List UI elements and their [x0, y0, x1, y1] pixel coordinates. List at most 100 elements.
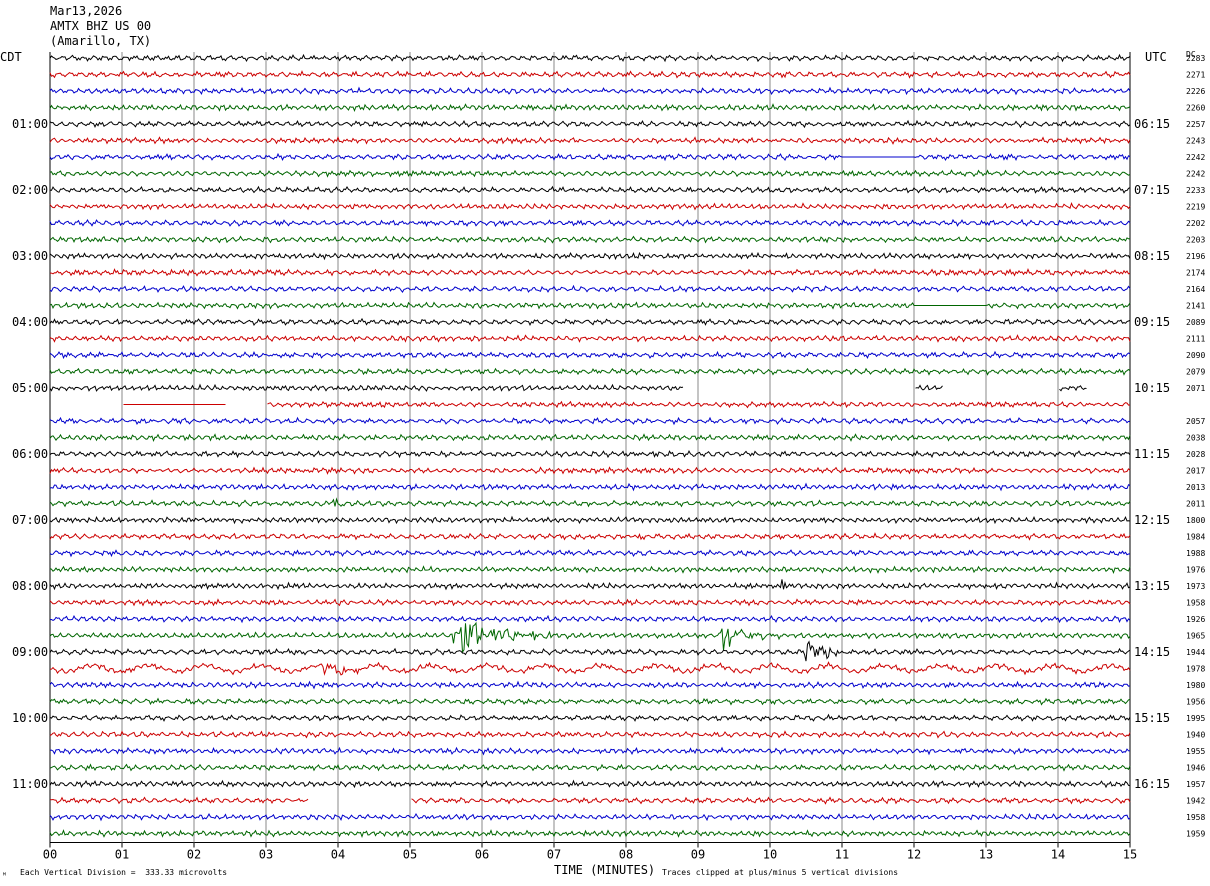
trace-line [49, 680, 1131, 690]
dc-offset-label: 2089 [1186, 318, 1205, 327]
dc-offset-label: 2257 [1186, 120, 1205, 129]
station-location: (Amarillo, TX) [50, 34, 152, 48]
trace-line [49, 713, 1131, 722]
trace-line [49, 185, 1131, 194]
trace-line [49, 383, 1087, 392]
dc-offset-label: 1942 [1186, 797, 1205, 806]
utc-hour-label: 07:15 [1134, 183, 1170, 197]
cdt-hour-label: 06:00 [12, 447, 48, 461]
clip-note: Traces clipped at plus/minus 5 vertical … [662, 868, 899, 877]
utc-hour-label: 13:15 [1134, 579, 1170, 593]
trace-line [49, 284, 1131, 293]
trace-line [49, 466, 1131, 475]
station-code: AMTX BHZ US 00 [50, 19, 152, 33]
dc-offset-label: 2203 [1186, 236, 1205, 245]
dc-offset-label: 1995 [1186, 714, 1205, 723]
trace-line [49, 621, 1131, 654]
trace-line [49, 152, 1131, 162]
dc-offset-label: 1980 [1186, 681, 1205, 690]
x-tick-label: 00 [43, 848, 57, 862]
trace-line [49, 119, 1131, 129]
dc-offset-label: 2028 [1186, 450, 1205, 459]
trace-line [49, 301, 1131, 310]
scale-note: Each Vertical Division = 333.33 microvol… [20, 868, 228, 877]
dc-offset-label: 1957 [1186, 780, 1205, 789]
x-tick-label: 12 [907, 848, 921, 862]
utc-hour-label: 08:15 [1134, 249, 1170, 263]
dc-offset-label: 2013 [1186, 483, 1205, 492]
dc-offset-label: 2090 [1186, 351, 1205, 360]
trace-line [49, 433, 1131, 442]
trace-line [49, 70, 1131, 79]
trace-line [49, 515, 1131, 525]
trace-line [49, 796, 1131, 805]
dc-offset-label: 1959 [1186, 830, 1205, 839]
trace-line [49, 532, 1131, 541]
trace-line [49, 350, 1131, 360]
trace-line [49, 598, 1131, 607]
dc-offset-label: 2111 [1186, 335, 1205, 344]
utc-hour-label: 09:15 [1134, 315, 1170, 329]
trace-line [49, 317, 1131, 327]
x-tick-label: 07 [547, 848, 561, 862]
dc-offset-label: 2071 [1186, 384, 1205, 393]
trace-line [49, 579, 1131, 591]
utc-hour-label: 10:15 [1134, 381, 1170, 395]
trace-line [49, 103, 1131, 112]
dc-offset-label: 2057 [1186, 417, 1205, 426]
plot-date: Mar13,2026 [50, 4, 123, 18]
dc-offset-label: 2202 [1186, 219, 1205, 228]
trace-line [49, 482, 1131, 492]
trace-line [49, 730, 1131, 739]
trace-line [49, 53, 1131, 63]
dc-offset-label: 1926 [1186, 615, 1205, 624]
utc-hour-label: 14:15 [1134, 645, 1170, 659]
dc-offset-label: 1940 [1186, 731, 1205, 740]
utc-hour-label: 06:15 [1134, 117, 1170, 131]
trace-line [49, 202, 1131, 211]
trace-line [49, 497, 1131, 508]
dc-offset-label: 1965 [1186, 632, 1205, 641]
x-tick-label: 03 [259, 848, 273, 862]
dc-column-label: DC [1186, 50, 1196, 59]
dc-offset-label: 1958 [1186, 599, 1205, 608]
dc-offset-label: 2242 [1186, 170, 1205, 179]
trace-line [49, 169, 1131, 178]
trace-line [49, 86, 1131, 96]
trace-line [49, 136, 1131, 145]
cdt-hour-label: 11:00 [12, 777, 48, 791]
dc-offset-label: 1946 [1186, 764, 1205, 773]
x-tick-label: 04 [331, 848, 345, 862]
trace-line [49, 812, 1131, 822]
x-tick-label: 09 [691, 848, 705, 862]
trace-line [50, 268, 1131, 277]
cdt-hour-label: 04:00 [12, 315, 48, 329]
dc-offset-label: 2243 [1186, 137, 1205, 146]
dc-offset-label: 1944 [1186, 648, 1205, 657]
trace-line [49, 218, 1131, 228]
cdt-hour-label: 08:00 [12, 579, 48, 593]
cdt-hour-label: 05:00 [12, 381, 48, 395]
dc-offset-label: 1976 [1186, 566, 1205, 575]
dc-offset-label: 1978 [1186, 665, 1205, 674]
dc-offset-label: 2283 [1186, 54, 1205, 63]
x-tick-label: 11 [835, 848, 849, 862]
cdt-hour-label: 07:00 [12, 513, 48, 527]
x-tick-label: 14 [1051, 848, 1065, 862]
dc-offset-label: 2196 [1186, 252, 1205, 261]
trace-line [49, 640, 1131, 662]
trace-line [49, 614, 1131, 624]
x-tick-label: 08 [619, 848, 633, 862]
trace-line [123, 400, 1131, 409]
trace-line [49, 763, 1131, 772]
dc-offset-label: 2164 [1186, 285, 1205, 294]
dc-offset-label: 2233 [1186, 186, 1205, 195]
x-tick-label: 10 [763, 848, 777, 862]
trace-line [49, 697, 1131, 706]
x-tick-label: 13 [979, 848, 993, 862]
trace-line [49, 565, 1131, 574]
x-tick-label: 15 [1123, 848, 1137, 862]
utc-hour-label: 16:15 [1134, 777, 1170, 791]
dc-offset-label: 2260 [1186, 104, 1205, 113]
